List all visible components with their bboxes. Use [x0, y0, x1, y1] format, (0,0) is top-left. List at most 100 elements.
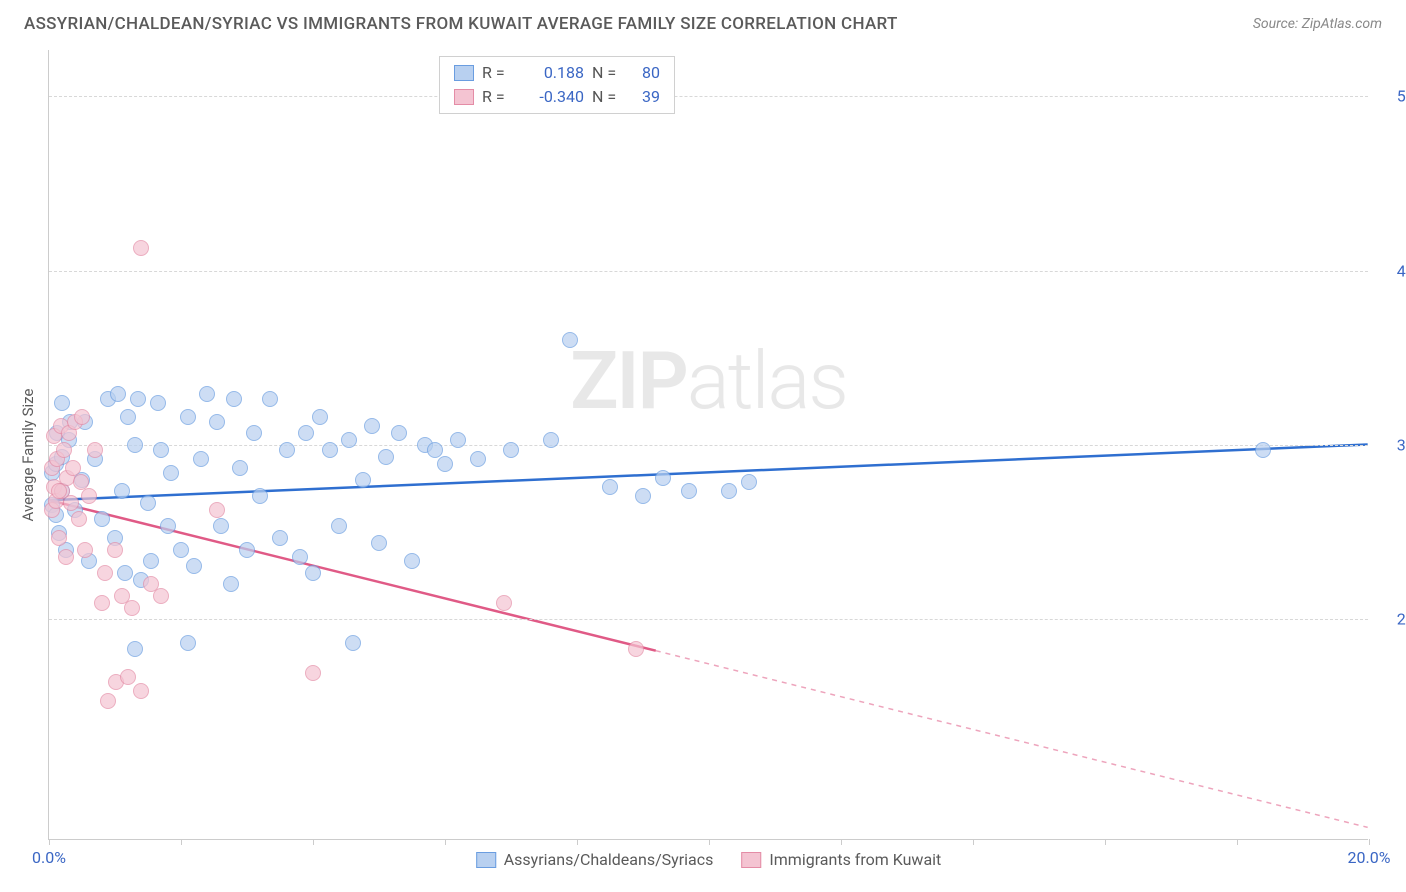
scatter-point-acs [246, 425, 262, 441]
scatter-point-acs [345, 635, 361, 651]
scatter-point-acs [163, 465, 179, 481]
stat-n-value-acs: 80 [630, 61, 660, 85]
scatter-point-acs [681, 483, 697, 499]
gridline [49, 96, 1368, 97]
scatter-point-kuw [628, 641, 644, 657]
scatter-point-acs [180, 635, 196, 651]
scatter-point-acs [635, 488, 651, 504]
plot-area: ZIPatlas 2.753.504.255.000.0%20.0%R =0.1… [48, 50, 1368, 840]
scatter-point-acs [292, 549, 308, 565]
scatter-point-acs [655, 470, 671, 486]
scatter-point-acs [117, 565, 133, 581]
scatter-point-acs [391, 425, 407, 441]
scatter-point-kuw [58, 549, 74, 565]
scatter-point-acs [279, 442, 295, 458]
scatter-point-kuw [87, 442, 103, 458]
gridline [49, 619, 1368, 620]
scatter-point-acs [450, 432, 466, 448]
scatter-point-acs [120, 409, 136, 425]
scatter-point-kuw [71, 511, 87, 527]
trend-dash-kuw [656, 651, 1368, 828]
scatter-point-acs [213, 518, 229, 534]
scatter-point-kuw [51, 530, 67, 546]
stat-r-label: R = [482, 85, 512, 109]
scatter-point-acs [741, 474, 757, 490]
scatter-point-acs [262, 391, 278, 407]
x-tick [709, 839, 710, 845]
scatter-point-acs [232, 460, 248, 476]
scatter-point-acs [153, 442, 169, 458]
swatch-kuw [454, 89, 474, 105]
legend-swatch [476, 852, 496, 868]
scatter-point-acs [150, 395, 166, 411]
scatter-point-acs [355, 472, 371, 488]
scatter-point-kuw [124, 600, 140, 616]
scatter-point-kuw [107, 542, 123, 558]
scatter-point-acs [298, 425, 314, 441]
bottom-legend: Assyrians/Chaldeans/Syriacs Immigrants fr… [476, 850, 942, 869]
scatter-point-acs [140, 495, 156, 511]
scatter-point-acs [562, 332, 578, 348]
scatter-point-kuw [496, 595, 512, 611]
watermark: ZIPatlas [570, 334, 847, 428]
x-tick-label-end: 20.0% [1348, 848, 1391, 867]
scatter-point-kuw [77, 542, 93, 558]
scatter-point-acs [94, 511, 110, 527]
x-tick [1369, 839, 1370, 845]
scatter-point-acs [54, 395, 70, 411]
legend-item-0: Assyrians/Chaldeans/Syriacs [476, 850, 714, 869]
chart-container: Average Family Size ZIPatlas 2.753.504.2… [48, 50, 1388, 860]
scatter-point-acs [721, 483, 737, 499]
legend-label: Assyrians/Chaldeans/Syriacs [504, 850, 714, 869]
scatter-point-acs [209, 414, 225, 430]
scatter-point-kuw [305, 665, 321, 681]
scatter-point-kuw [97, 565, 113, 581]
scatter-point-kuw [133, 683, 149, 699]
x-tick [445, 839, 446, 845]
scatter-point-acs [186, 558, 202, 574]
scatter-point-acs [272, 530, 288, 546]
scatter-point-acs [180, 409, 196, 425]
scatter-point-kuw [74, 409, 90, 425]
stat-n-value-kuw: 39 [630, 85, 660, 109]
scatter-point-acs [404, 553, 420, 569]
y-tick-label: 4.25 [1397, 261, 1406, 280]
scatter-point-acs [331, 518, 347, 534]
legend-label: Immigrants from Kuwait [769, 850, 941, 869]
scatter-point-acs [437, 456, 453, 472]
x-tick [181, 839, 182, 845]
scatter-point-kuw [94, 595, 110, 611]
chart-title: ASSYRIAN/CHALDEAN/SYRIAC VS IMMIGRANTS F… [24, 14, 898, 34]
scatter-point-acs [199, 386, 215, 402]
scatter-point-acs [602, 479, 618, 495]
scatter-point-acs [252, 488, 268, 504]
scatter-point-kuw [209, 502, 225, 518]
y-tick-label: 5.00 [1397, 87, 1406, 106]
stat-r-value-kuw: -0.340 [520, 85, 584, 109]
scatter-point-acs [470, 451, 486, 467]
x-tick [313, 839, 314, 845]
x-tick [1237, 839, 1238, 845]
scatter-point-kuw [120, 669, 136, 685]
scatter-point-acs [239, 542, 255, 558]
legend-item-1: Immigrants from Kuwait [741, 850, 941, 869]
scatter-point-kuw [153, 588, 169, 604]
scatter-point-acs [143, 553, 159, 569]
scatter-point-acs [1255, 442, 1271, 458]
y-axis-label: Average Family Size [19, 389, 37, 522]
scatter-point-acs [223, 576, 239, 592]
stat-r-value-acs: 0.188 [520, 61, 584, 85]
scatter-point-kuw [56, 442, 72, 458]
watermark-zip: ZIP [570, 334, 687, 428]
scatter-point-kuw [100, 693, 116, 709]
watermark-atlas: atlas [687, 334, 847, 428]
stat-row-kuw: R =-0.340N =39 [454, 85, 660, 109]
scatter-point-acs [130, 391, 146, 407]
scatter-point-acs [305, 565, 321, 581]
stats-box: R =0.188N =80R =-0.340N =39 [439, 56, 675, 114]
scatter-point-acs [427, 442, 443, 458]
x-tick [1105, 839, 1106, 845]
x-tick [841, 839, 842, 845]
scatter-point-acs [503, 442, 519, 458]
y-tick-label: 2.75 [1397, 610, 1406, 629]
